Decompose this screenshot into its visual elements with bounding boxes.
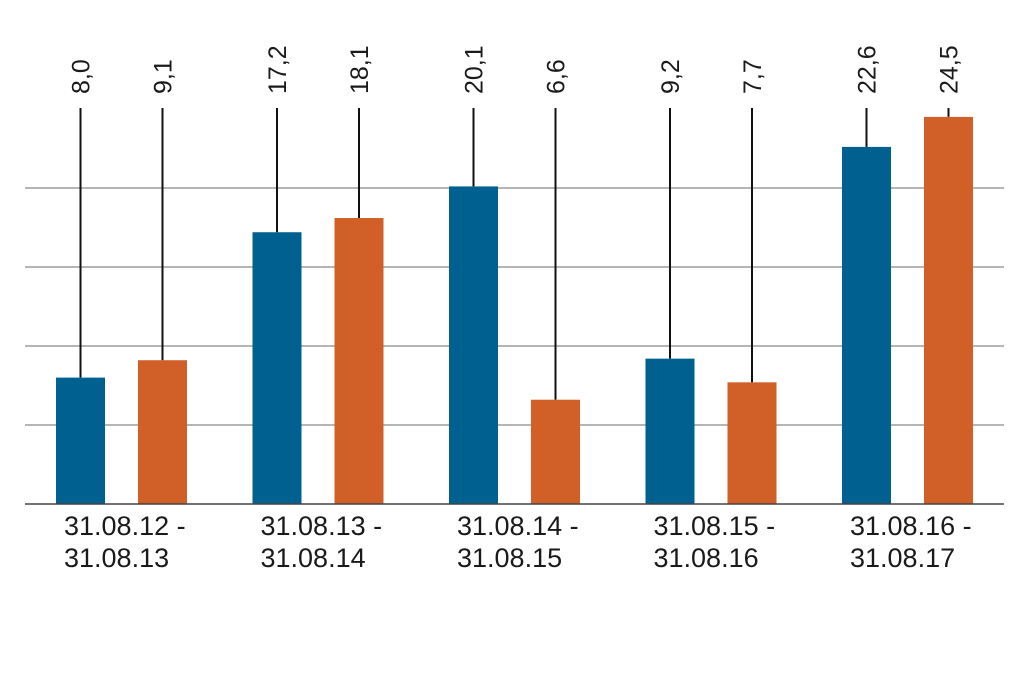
bar-series-2-2 [334,218,384,504]
category-label: 31.08.12 - [64,511,186,541]
value-leader-lines [79,108,950,400]
value-label: 9,1 [150,59,178,94]
category-label: 31.08.16 [654,543,759,573]
value-label: 7,7 [739,59,767,94]
bar-series-1-3 [449,186,498,505]
bar-series-2-1 [138,360,187,504]
bar-series-2-3 [531,399,580,504]
bar-series-1-1 [56,377,105,504]
bar-series-2-4 [727,382,777,504]
value-label: 22,6 [854,45,882,94]
category-label: 31.08.15 [457,543,562,573]
category-label: 31.08.14 - [457,511,579,541]
gridlines [25,187,1004,426]
value-label: 20,1 [461,45,489,94]
value-label: 17,2 [264,45,292,94]
value-labels: 8,0 17,2 20,1 9,2 22,6 9,1 18,1 6,6 7,7 24,5 [68,45,964,94]
bar-series-1-5 [842,146,891,505]
value-label: 9,2 [657,59,685,94]
bar-series-1-2 [252,232,302,505]
value-label: 18,1 [346,45,374,94]
category-label: 31.08.16 - [850,511,972,541]
value-label: 6,6 [543,59,571,94]
category-label: 31.08.15 - [654,511,776,541]
category-label: 31.08.14 [261,543,366,573]
category-label: 31.08.17 [850,543,955,573]
bar-series-1-4 [645,358,695,504]
category-label: 31.08.13 - [261,511,383,541]
category-label: 31.08.13 [64,543,169,573]
category-labels: 31.08.12 -31.08.13 31.08.13 -31.08.14 31.0… [64,511,972,573]
value-label: 24,5 [936,45,964,94]
value-label: 8,0 [68,59,96,94]
bar-series-2-5 [924,116,973,505]
bars [56,116,973,505]
